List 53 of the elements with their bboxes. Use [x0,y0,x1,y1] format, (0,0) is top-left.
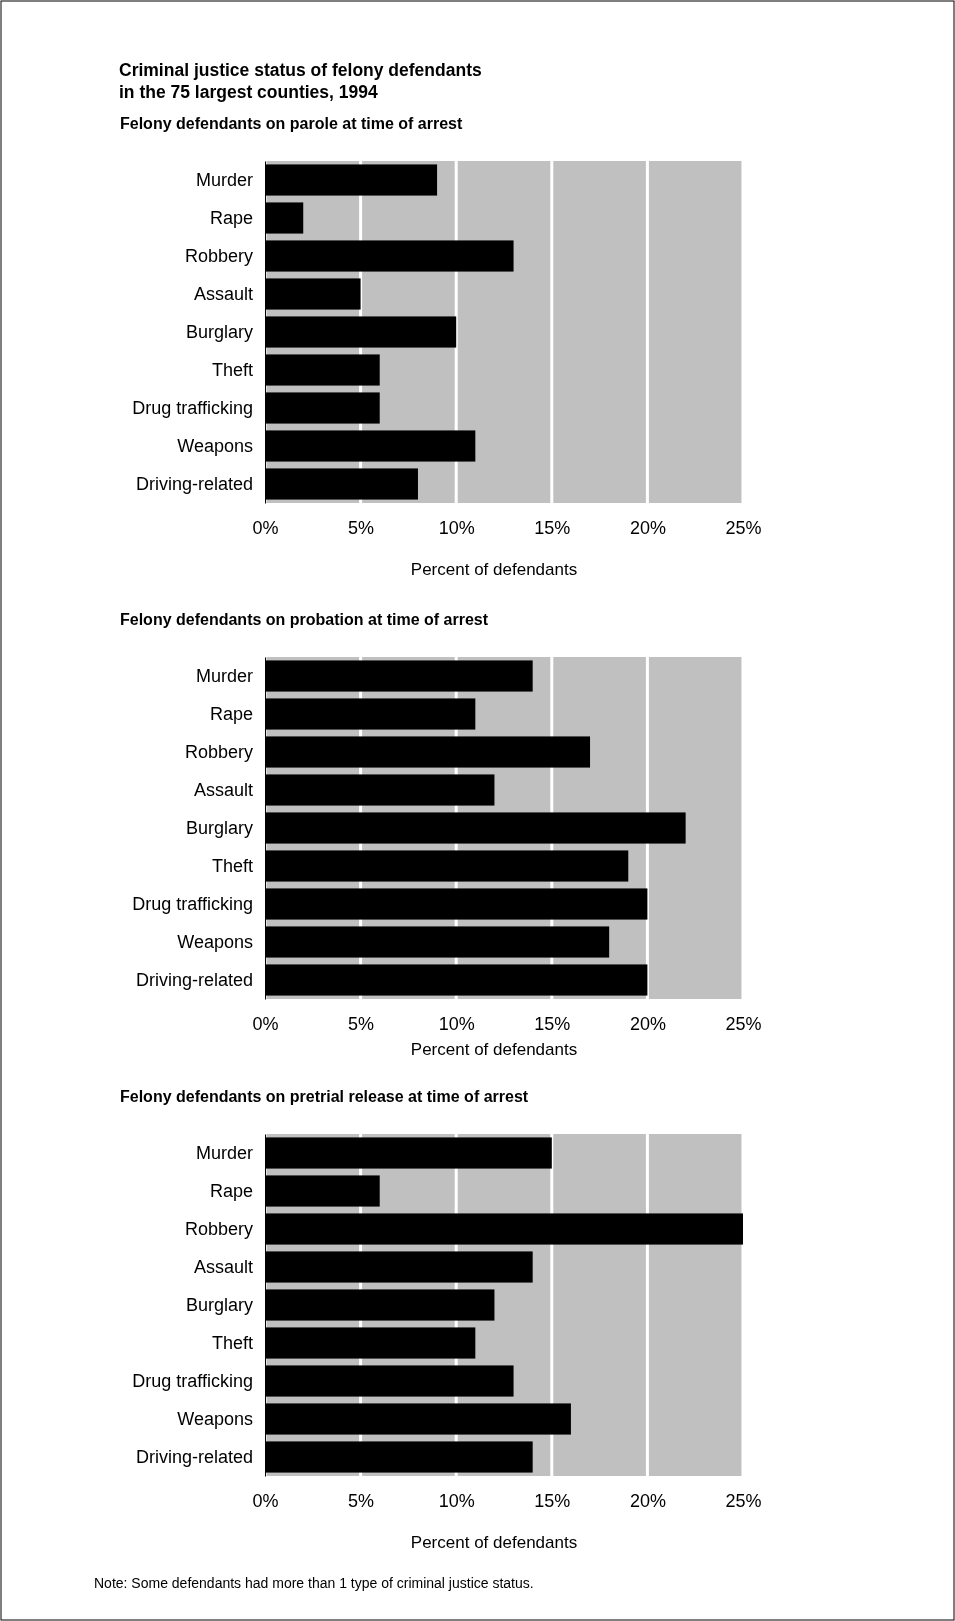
y-tick-label: Weapons [177,1408,253,1429]
y-tick-label: Robbery [184,1218,253,1239]
x-tick-label: 15% [534,1490,571,1511]
x-tick-label: 25% [725,517,762,538]
x-tick-label: 5% [348,1490,375,1511]
chart-subtitle: Felony defendants on pretrial release at time of arrest [120,1088,529,1105]
y-tick-label: Murder [195,169,253,190]
x-tick-label: 5% [348,517,375,538]
y-tick-label: Driving-related [135,1446,253,1467]
y-tick-label: Theft [211,359,253,380]
y-tick-label: Robbery [184,245,253,266]
y-tick-label: Burglary [185,817,253,838]
y-tick-label: Drug trafficking [132,1370,253,1391]
x-tick-label: 5% [348,1013,375,1034]
y-tick-label: Burglary [185,1294,253,1315]
y-tick-label: Robbery [184,741,253,762]
y-tick-label: Murder [195,665,253,686]
x-tick-label: 15% [534,517,571,538]
y-tick-label: Drug trafficking [132,397,253,418]
x-tick-label: 10% [438,517,475,538]
chart-title: Criminal justice status of felony defendants in the 75 largest counties, 1994 [119,60,482,102]
x-axis-title: Percent of defendants [410,560,578,579]
y-tick-label: Murder [195,1142,253,1163]
x-tick-label: 0% [252,1490,279,1511]
x-tick-label: 10% [438,1013,475,1034]
y-tick-label: Rape [209,703,253,724]
y-tick-label: Weapons [177,435,253,456]
x-tick-label: 20% [629,517,666,538]
y-tick-label: Assault [193,283,253,304]
x-tick-label: 10% [438,1490,475,1511]
chart-subtitle: Felony defendants on probation at time of arrest [120,611,489,628]
x-axis-title: Percent of defendants [410,1040,578,1059]
chart-subtitle: Felony defendants on parole at time of arrest [120,115,463,132]
y-tick-label: Drug trafficking [132,893,253,914]
y-tick-label: Burglary [185,321,253,342]
y-tick-label: Theft [211,855,253,876]
text: Note: Some defendants had more than 1 type of criminal justice status. [94,1575,534,1591]
y-tick-label: Driving-related [135,969,253,990]
y-tick-label: Assault [193,1256,253,1277]
y-tick-label: Weapons [177,931,253,952]
x-tick-label: 20% [629,1490,666,1511]
y-tick-label: Rape [209,1180,253,1201]
x-tick-label: 0% [252,1013,279,1034]
x-axis-title: Percent of defendants [410,1533,578,1552]
y-tick-label: Theft [211,1332,253,1353]
x-tick-label: 25% [725,1013,762,1034]
y-tick-label: Rape [209,207,253,228]
x-tick-label: 15% [534,1013,571,1034]
x-tick-label: 25% [725,1490,762,1511]
y-tick-label: Assault [193,779,253,800]
y-tick-label: Driving-related [135,473,253,494]
x-tick-label: 20% [629,1013,666,1034]
x-tick-label: 0% [252,517,279,538]
